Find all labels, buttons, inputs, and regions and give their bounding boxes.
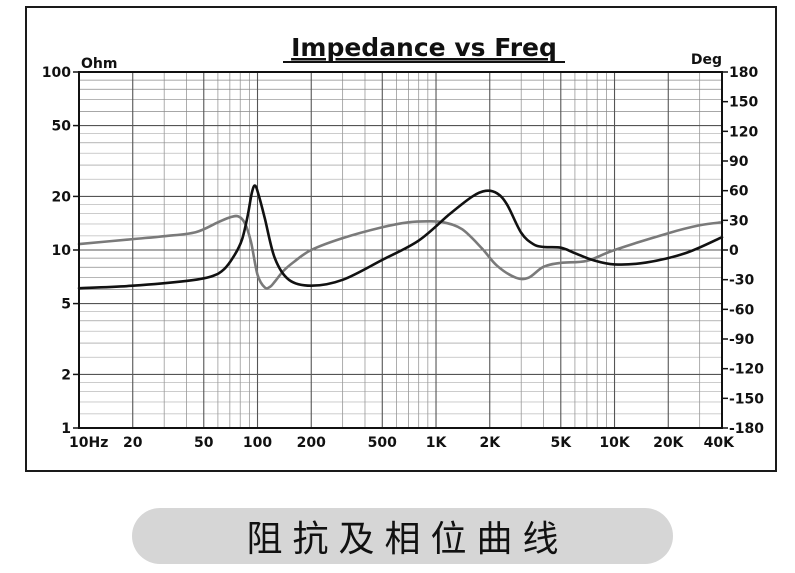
x-tick-label: 100 [243,435,272,451]
x-tick-label: 40K [704,435,735,451]
y-right-axis-label: Deg [691,52,722,68]
x-tick-label: 200 [297,435,326,451]
y-right-tick-label: -30 [729,273,755,289]
y-left-tick-label: 100 [42,65,71,81]
y-right-tick-label: -150 [729,391,764,407]
x-tick-label: 5K [550,435,572,451]
y-right-tick-label: 0 [729,243,739,259]
x-tick-label: 500 [368,435,397,451]
y-right-tick-label: -90 [729,332,755,348]
y-left-tick-label: 50 [52,119,72,135]
y-right-tick-label: 150 [729,95,758,111]
y-right-tick-label: -180 [729,421,764,437]
y-left-tick-label: 10 [52,243,72,259]
y-right-tick-label: 60 [729,184,749,200]
y-right-tick-label: 90 [729,154,749,170]
x-tick-label: 2K [479,435,501,451]
y-right-tick-label: 180 [729,65,758,81]
y-left-tick-label: 5 [61,297,71,313]
x-tick-label: 20K [653,435,684,451]
y-left-tick-label: 20 [52,189,72,205]
y-left-tick-label: 2 [61,367,71,383]
impedance-curve [77,184,724,290]
chart-frame: 1 2 5 10 20 50 100 180 150 120 90 60 30 0 -30 -60 -90 -1… [25,6,777,472]
y-right-tick-label: -120 [729,362,764,378]
x-tick-label: 10Hz [69,435,108,451]
x-tick-label: 50 [194,435,214,451]
phase-curve [77,214,724,290]
x-tick-label: 10K [599,435,630,451]
x-tick-label: 20 [123,435,143,451]
caption-banner: 阻抗及相位曲线 [132,508,673,564]
y-right-tick-label: -60 [729,302,755,318]
y-right-tick-label: 30 [729,213,749,229]
caption-text: 阻抗及相位曲线 [246,519,569,560]
y-right-tick-label: 120 [729,124,758,140]
impedance-phase-chart: 1 2 5 10 20 50 100 180 150 120 90 60 30 0 -30 -60 -90 -1… [42,33,765,451]
y-left-tick-label: 1 [61,421,71,437]
chart-title: Impedance vs Freq [291,33,557,62]
y-left-axis-label: Ohm [81,56,117,72]
x-tick-label: 1K [426,435,448,451]
